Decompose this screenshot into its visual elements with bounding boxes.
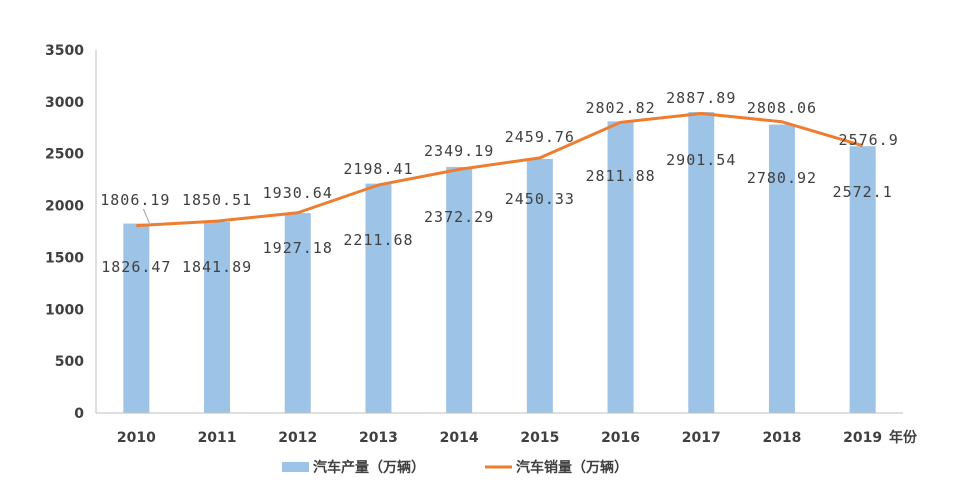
x-tick-label: 2014 xyxy=(440,430,479,446)
bar-value-label: 2211.68 xyxy=(343,231,413,249)
bar-2011 xyxy=(204,221,231,413)
bar-2019 xyxy=(849,146,876,413)
label-leader-line xyxy=(142,208,150,224)
bar-value-label: 2811.88 xyxy=(585,167,655,185)
x-tick-label: 2012 xyxy=(278,430,317,446)
axes-group xyxy=(95,50,903,414)
y-tick-labels: 0 500 1000 1500 2000 2500 3000 3500 xyxy=(45,43,84,422)
line-value-label: 2802.82 xyxy=(585,99,655,117)
x-tick-label: 2016 xyxy=(601,430,640,446)
bar-2017 xyxy=(688,112,715,413)
x-tick-label: 2010 xyxy=(117,430,156,446)
line-value-label: 2459.76 xyxy=(505,128,575,146)
bar-value-label: 1927.18 xyxy=(263,239,333,257)
line-value-label: 2198.41 xyxy=(343,160,413,178)
x-tick-label: 2011 xyxy=(198,430,237,446)
line-value-label: 1930.64 xyxy=(263,184,333,202)
x-tick-labels: 2010 2011 2012 2013 2014 2015 2016 2017 2018 2019 xyxy=(117,430,882,446)
y-tick-label: 500 xyxy=(55,354,84,370)
bar-2018 xyxy=(768,124,795,414)
bar-value-label: 1841.89 xyxy=(182,258,252,276)
x-tick-label: 2013 xyxy=(359,430,398,446)
y-tick-label: 3500 xyxy=(45,43,84,59)
y-tick-label: 2500 xyxy=(45,147,84,163)
bar-value-label: 2901.54 xyxy=(666,151,736,169)
x-tick-label: 2015 xyxy=(520,430,559,446)
bar-2016 xyxy=(607,121,634,414)
x-tick-label: 2018 xyxy=(762,430,801,446)
line-value-label: 1806.19 xyxy=(100,191,170,209)
line-value-label: 1850.51 xyxy=(182,191,252,209)
legend: 汽车产量（万辆） 汽车销量（万辆） xyxy=(282,459,628,476)
bars-group xyxy=(123,112,876,414)
y-tick-label: 2000 xyxy=(45,199,84,215)
bar-2012 xyxy=(284,213,311,413)
bar-2015 xyxy=(526,158,553,413)
data-labels-group: 1826.47 1841.89 1927.18 2211.68 2372.29 2450.… xyxy=(100,89,899,276)
y-tick-label: 1000 xyxy=(45,302,84,318)
x-tick-label: 2019 xyxy=(843,430,882,446)
sales-line xyxy=(136,111,864,228)
legend-swatch-bar xyxy=(282,462,309,472)
bar-value-label: 1826.47 xyxy=(101,258,171,276)
legend-label-bar: 汽车产量（万辆） xyxy=(313,459,425,476)
y-tick-label: 3000 xyxy=(45,95,84,111)
bar-value-label: 2780.92 xyxy=(747,169,817,187)
y-tick-label: 0 xyxy=(74,406,84,422)
line-series-group xyxy=(136,111,864,228)
x-axis-label: 年份 xyxy=(889,429,918,446)
bar-2013 xyxy=(365,183,392,413)
y-tick-label: 1500 xyxy=(45,250,84,266)
bar-2014 xyxy=(446,166,473,413)
bar-value-label: 2572.1 xyxy=(833,183,893,201)
bar-value-label: 2372.29 xyxy=(424,208,494,226)
line-value-label: 2576.9 xyxy=(839,131,899,149)
bar-value-label: 2450.33 xyxy=(505,190,575,208)
bar-2010 xyxy=(123,223,150,413)
line-value-label: 2349.19 xyxy=(424,142,494,160)
line-value-label: 2887.89 xyxy=(666,89,736,107)
x-tick-label: 2017 xyxy=(682,430,721,446)
line-value-label: 2808.06 xyxy=(747,99,817,117)
legend-label-line: 汽车销量（万辆） xyxy=(516,459,628,476)
